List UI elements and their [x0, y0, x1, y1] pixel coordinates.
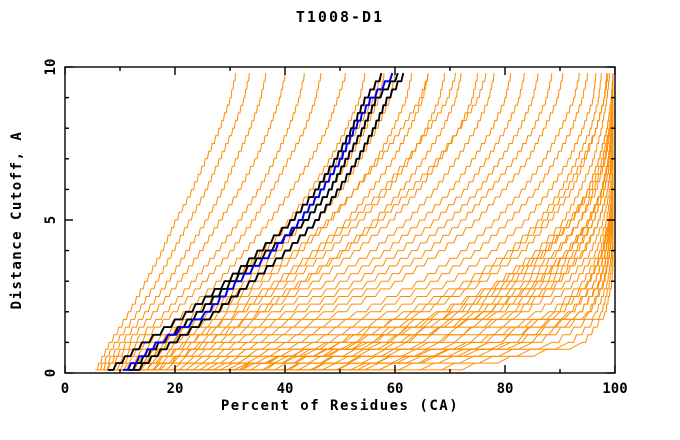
- series-orange-26: [164, 73, 580, 371]
- series-orange-03: [100, 73, 267, 371]
- series-orange-02: [98, 73, 250, 371]
- series-orange-34: [208, 73, 614, 371]
- series-orange-36: [219, 73, 614, 371]
- series-orange-13: [125, 73, 445, 371]
- series-orange-47: [351, 73, 614, 371]
- series-orange-54: [353, 73, 614, 371]
- series-orange-06: [109, 73, 322, 371]
- x-tick-label: 100: [602, 381, 627, 397]
- series-orange-48: [224, 73, 609, 371]
- series-orange-51: [290, 73, 614, 371]
- series-orange-50: [268, 73, 614, 371]
- series-orange-45: [323, 73, 614, 371]
- x-tick-label: 40: [277, 381, 294, 397]
- series-orange-01: [95, 73, 236, 371]
- y-tick-label: 0: [43, 369, 59, 377]
- series-orange-58: [439, 73, 614, 371]
- x-tick-label: 20: [167, 381, 184, 397]
- x-tick-label: 80: [497, 381, 514, 397]
- series-orange-23: [128, 73, 429, 371]
- series-orange-25: [150, 73, 487, 371]
- series-orange-42: [285, 73, 614, 371]
- x-tick-label: 0: [61, 381, 69, 397]
- series-orange-05: [103, 73, 305, 371]
- series-orange-24: [139, 73, 456, 371]
- y-tick-label: 10: [43, 59, 59, 76]
- y-axis-title: Distance Cutoff, A: [9, 130, 25, 310]
- series-blue-1: [122, 72, 394, 371]
- y-tick-label: 5: [43, 216, 59, 224]
- x-tick-label: 60: [387, 381, 404, 397]
- series-orange-04: [103, 73, 286, 371]
- x-axis-title: Percent of Residues (CA): [220, 398, 460, 414]
- series-orange-20: [153, 73, 553, 371]
- series-orange-09: [117, 73, 385, 371]
- series-black-1: [107, 72, 383, 371]
- series-orange-39: [252, 73, 614, 371]
- series-black-3: [133, 72, 405, 371]
- series-orange-49: [246, 73, 614, 371]
- series-orange-19: [147, 73, 539, 371]
- chart-title: T1008-D1: [295, 8, 385, 26]
